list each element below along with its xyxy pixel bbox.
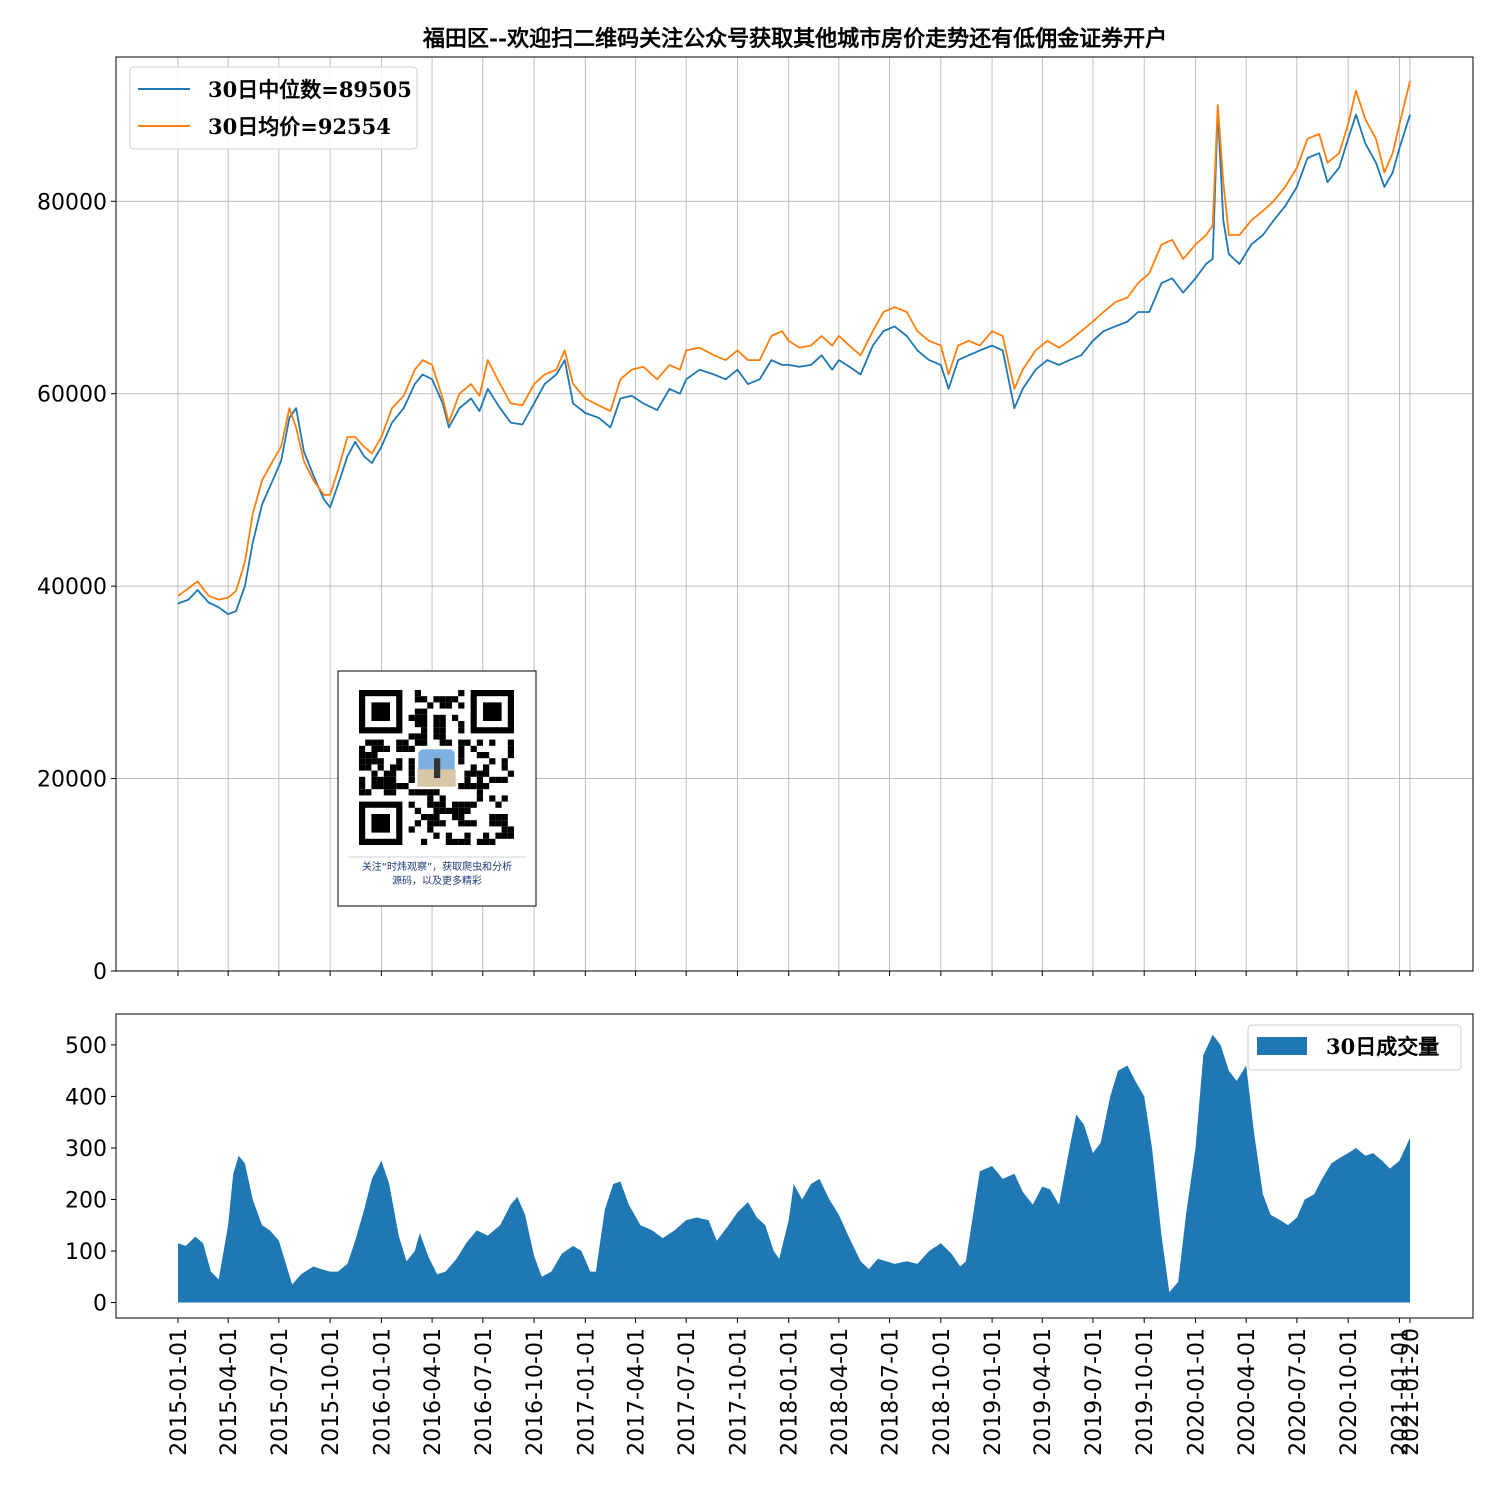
main-series-group — [177, 80, 1411, 615]
x-tick-label: 2019-07-01 — [1082, 1328, 1107, 1456]
x-tick-label: 2017-01-01 — [574, 1328, 599, 1456]
volume-y-ticks: 0 100 200 300 400 500 — [65, 1034, 116, 1317]
x-tick-label: 2017-10-01 — [726, 1328, 751, 1456]
x-tick-label: 2020-07-01 — [1286, 1328, 1311, 1456]
x-tick-label: 2020-04-01 — [1235, 1328, 1260, 1456]
volume-y-tick-label: 300 — [65, 1137, 107, 1162]
legend-swatch-volume — [1257, 1037, 1307, 1055]
x-tick-label: 2019-10-01 — [1133, 1328, 1158, 1456]
x-tick-label: 2016-04-01 — [421, 1328, 446, 1456]
x-tick-label: 2017-04-01 — [624, 1328, 649, 1456]
qr-code-image — [359, 690, 514, 845]
x-tick-label: 2015-10-01 — [319, 1328, 344, 1456]
x-tick-label: 2018-04-01 — [828, 1328, 853, 1456]
x-tick-label: 2015-04-01 — [217, 1328, 242, 1456]
legend-label-median: 30日中位数=89505 — [208, 77, 412, 102]
x-tick-label: 2019-04-01 — [1031, 1328, 1056, 1456]
x-tick-label: 2016-10-01 — [523, 1328, 548, 1456]
x-tick-label: 2018-01-01 — [778, 1328, 803, 1456]
x-tick-label: 2021-01-01 — [1388, 1328, 1413, 1456]
main-x-tickmarks — [177, 971, 1411, 976]
qr-code-box: 关注“时炜观察”，获取爬虫和分析 源码，以及更多精彩 — [337, 670, 537, 907]
x-tick-label: 2020-10-01 — [1337, 1328, 1362, 1456]
x-tick-label: 2019-01-01 — [981, 1328, 1006, 1456]
main-y-ticks: 0 20000 40000 60000 80000 — [37, 190, 116, 985]
x-tick-label: 2021-01-20 — [1399, 1328, 1424, 1456]
x-tick-label: 2018-10-01 — [930, 1328, 955, 1456]
main-y-tick-label: 20000 — [37, 768, 107, 793]
main-plot-frame — [115, 56, 1474, 972]
x-tick-label: 2020-01-01 — [1184, 1328, 1209, 1456]
volume-plot-frame — [115, 1013, 1474, 1319]
main-grid — [116, 57, 1473, 972]
volume-y-tick-label: 400 — [65, 1085, 107, 1110]
main-y-tick-label: 60000 — [37, 383, 107, 408]
x-tick-label: 2015-01-01 — [167, 1328, 192, 1456]
qr-caption-line-2: 源码，以及更多精彩 — [392, 874, 482, 887]
qr-caption-line-1: 关注“时炜观察”，获取爬虫和分析 — [362, 860, 512, 873]
volume-y-tick-label: 100 — [65, 1240, 107, 1265]
main-y-tick-label: 80000 — [37, 190, 107, 215]
volume-y-tick-label: 200 — [65, 1188, 107, 1213]
series-line-median — [177, 109, 1411, 615]
volume-legend: 30日成交量 — [1247, 1024, 1462, 1071]
chart-title: 福田区--欢迎扫二维码关注公众号获取其他城市房价走势还有低佣金证券开户 — [422, 26, 1167, 52]
volume-series-group — [178, 1034, 1410, 1303]
x-tick-label: 2016-07-01 — [472, 1328, 497, 1456]
x-tick-label: 2015-07-01 — [268, 1328, 293, 1456]
main-price-panel: 0 20000 40000 60000 80000 关注“时炜观察”，获取爬虫和分析 源… — [37, 56, 1474, 985]
x-tick-label: 2017-07-01 — [675, 1328, 700, 1456]
legend-label-volume: 30日成交量 — [1326, 1034, 1439, 1059]
volume-x-ticks: 2015-01-01 2015-04-01 2015-07-01 2015-10-01… — [167, 1318, 1424, 1456]
series-line-mean — [177, 80, 1411, 601]
main-y-tick-label: 0 — [93, 960, 107, 985]
volume-area — [178, 1034, 1410, 1303]
volume-y-tick-label: 500 — [65, 1034, 107, 1059]
legend-label-mean: 30日均价=92554 — [208, 114, 391, 139]
main-legend: 30日中位数=89505 30日均价=92554 — [129, 66, 418, 150]
x-tick-label: 2018-07-01 — [879, 1328, 904, 1456]
volume-y-tick-label: 0 — [93, 1292, 107, 1317]
main-y-tick-label: 40000 — [37, 575, 107, 600]
x-tick-label: 2016-01-01 — [370, 1328, 395, 1456]
